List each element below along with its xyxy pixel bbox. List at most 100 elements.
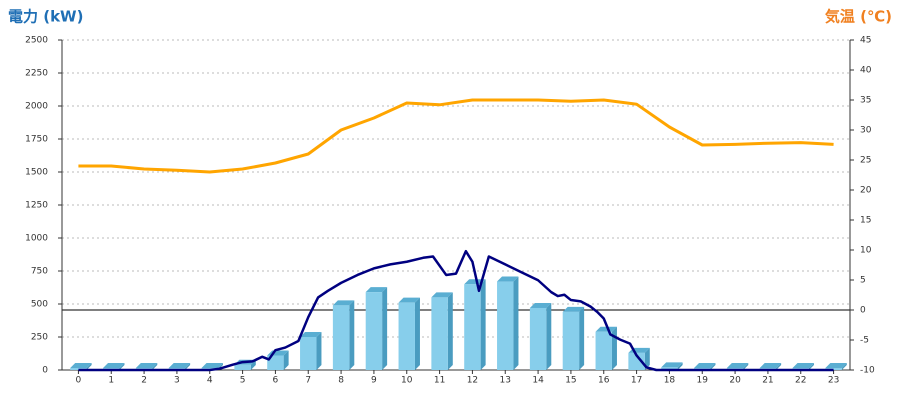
bar-side <box>447 292 453 370</box>
x-tick-label: 12 <box>467 376 478 386</box>
bar <box>464 284 481 370</box>
bar-side <box>644 347 650 370</box>
y-tick-label: 2500 <box>25 36 48 46</box>
bar-top <box>497 276 519 282</box>
bar-top <box>431 292 453 298</box>
y-tick-label: 0 <box>42 366 48 376</box>
bar <box>300 337 317 370</box>
bar-side <box>677 362 683 370</box>
bar-top <box>726 363 749 369</box>
bar-top <box>595 326 617 332</box>
y2-tick-label: 20 <box>860 186 872 196</box>
x-tick-label: 9 <box>371 376 377 386</box>
y2-tick-label: -5 <box>860 336 869 346</box>
bar <box>497 281 514 370</box>
y-tick-label: 1000 <box>25 234 48 244</box>
bar <box>661 367 678 370</box>
bar-side <box>152 363 158 370</box>
line <box>78 249 834 372</box>
x-tick-label: 18 <box>664 376 676 386</box>
bar-top <box>398 297 420 303</box>
bar-side <box>808 363 814 370</box>
bar-side <box>579 306 585 370</box>
bar <box>332 305 350 370</box>
bar <box>398 302 415 370</box>
bar-top <box>300 332 322 337</box>
x-tick-label: 11 <box>434 376 445 386</box>
x-tick-label: 16 <box>598 376 610 386</box>
bar <box>234 364 251 370</box>
x-tick-label: 23 <box>828 376 839 386</box>
bar-side <box>349 300 355 370</box>
bar <box>529 307 547 370</box>
y-tick-label: 500 <box>31 300 48 310</box>
line <box>78 98 834 174</box>
y2-tick-label: 35 <box>860 96 871 106</box>
bar-side <box>119 363 125 370</box>
x-tick-label: 0 <box>76 376 82 386</box>
bar <box>562 311 580 370</box>
x-tick-label: 21 <box>762 376 773 386</box>
x-tick-label: 1 <box>108 376 114 386</box>
x-tick-label: 15 <box>565 376 576 386</box>
x-tick-label: 7 <box>305 376 311 386</box>
bar-top <box>70 363 92 369</box>
y-tick-label: 1500 <box>25 168 48 178</box>
bar-top <box>694 363 716 369</box>
x-tick-label: 10 <box>401 376 413 386</box>
bar-top <box>135 363 158 369</box>
x-tick-label: 3 <box>174 376 180 386</box>
y-tick-label: 1750 <box>25 135 48 145</box>
bar-side <box>513 276 519 370</box>
x-tick-label: 4 <box>207 376 213 386</box>
bar-top <box>529 302 552 308</box>
bar-side <box>382 287 388 370</box>
y2-tick-label: 0 <box>860 306 866 316</box>
x-tick-label: 19 <box>697 376 709 386</box>
bar-top <box>825 363 847 369</box>
bar-side <box>250 359 256 370</box>
bar-side <box>185 363 191 370</box>
x-tick-label: 17 <box>631 376 642 386</box>
bar-side <box>776 363 782 370</box>
y2-tick-label: 15 <box>860 216 871 226</box>
x-tick-label: 20 <box>729 376 741 386</box>
bar-top <box>562 306 585 312</box>
bar-side <box>283 350 289 370</box>
y2-tick-label: -10 <box>860 366 875 376</box>
y-tick-label: 250 <box>31 333 48 343</box>
bar-side <box>86 363 92 370</box>
bar-top <box>759 363 782 369</box>
x-tick-label: 5 <box>240 376 246 386</box>
bar <box>628 352 645 370</box>
bar-side <box>611 326 617 370</box>
y-tick-label: 2250 <box>25 69 48 79</box>
bar-side <box>710 363 716 370</box>
y-tick-label: 750 <box>31 267 48 277</box>
y-tick-label: 1250 <box>25 201 48 211</box>
bar-side <box>743 363 749 370</box>
y2-tick-label: 5 <box>860 276 866 286</box>
x-tick-label: 6 <box>273 376 279 386</box>
x-tick-label: 13 <box>500 376 511 386</box>
bar <box>431 297 448 370</box>
bar-side <box>480 279 486 370</box>
bar-top <box>201 363 223 369</box>
y-tick-label: 2000 <box>25 102 48 112</box>
bar-top <box>332 300 355 306</box>
y2-tick-label: 30 <box>860 126 872 136</box>
bar-top <box>365 287 388 293</box>
y2-tick-label: 40 <box>860 66 872 76</box>
bar-side <box>414 297 420 370</box>
y2-tick-label: 10 <box>860 246 872 256</box>
bar-side <box>316 332 322 370</box>
bar-top <box>103 363 125 369</box>
bar-side <box>546 302 552 370</box>
bar-top <box>792 363 814 369</box>
x-tick-label: 8 <box>338 376 344 386</box>
bar <box>365 292 383 370</box>
x-tick-label: 14 <box>532 376 544 386</box>
bar-top <box>661 362 683 368</box>
bar-top <box>168 363 191 369</box>
